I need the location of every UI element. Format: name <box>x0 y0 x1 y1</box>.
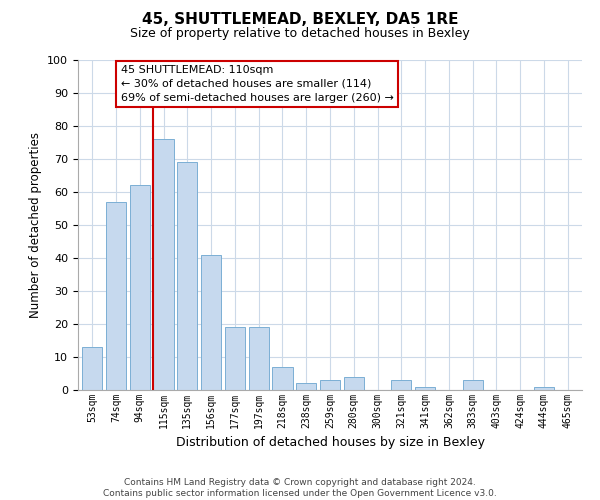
Bar <box>225 328 245 390</box>
Text: Contains HM Land Registry data © Crown copyright and database right 2024.
Contai: Contains HM Land Registry data © Crown c… <box>103 478 497 498</box>
Bar <box>106 202 126 390</box>
Text: Size of property relative to detached houses in Bexley: Size of property relative to detached ho… <box>130 28 470 40</box>
Bar <box>296 384 316 390</box>
Text: 45 SHUTTLEMEAD: 110sqm
← 30% of detached houses are smaller (114)
69% of semi-de: 45 SHUTTLEMEAD: 110sqm ← 30% of detached… <box>121 65 394 103</box>
X-axis label: Distribution of detached houses by size in Bexley: Distribution of detached houses by size … <box>176 436 485 450</box>
Bar <box>272 367 293 390</box>
Bar <box>201 254 221 390</box>
Bar <box>534 386 554 390</box>
Bar <box>320 380 340 390</box>
Bar <box>391 380 412 390</box>
Bar <box>154 139 173 390</box>
Bar <box>344 377 364 390</box>
Bar <box>177 162 197 390</box>
Bar <box>463 380 483 390</box>
Bar <box>415 386 435 390</box>
Bar <box>130 186 150 390</box>
Y-axis label: Number of detached properties: Number of detached properties <box>29 132 42 318</box>
Bar <box>248 328 269 390</box>
Text: 45, SHUTTLEMEAD, BEXLEY, DA5 1RE: 45, SHUTTLEMEAD, BEXLEY, DA5 1RE <box>142 12 458 28</box>
Bar <box>82 347 103 390</box>
